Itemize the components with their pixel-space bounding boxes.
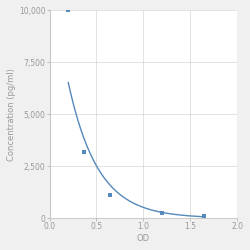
- Y-axis label: Concentration (pg/ml): Concentration (pg/ml): [7, 68, 16, 161]
- X-axis label: OD: OD: [137, 234, 150, 243]
